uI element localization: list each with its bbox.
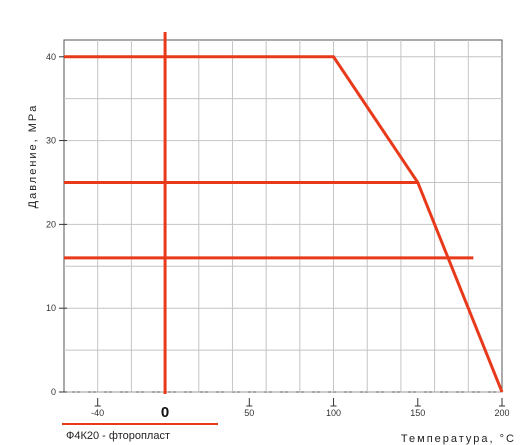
y-axis-ticks: 0 10 20 30 40 (46, 52, 67, 397)
y-tick-label: 40 (46, 52, 56, 62)
x-tick-label: 150 (410, 408, 425, 418)
x-tick-label: 50 (244, 408, 254, 418)
grid-lines (64, 40, 502, 392)
y-axis-title: Давление, MPa (27, 104, 39, 209)
y-tick-label: 10 (46, 303, 56, 313)
series-line-f4k20 (64, 55, 504, 393)
legend-label: Ф4К20 - фторопласт (66, 430, 170, 442)
x-axis-ticks: -40 50 100 150 200 (91, 398, 510, 418)
y-tick-label: 0 (51, 387, 56, 397)
reference-lines (64, 32, 474, 394)
y-tick-label: 20 (46, 219, 56, 229)
x-tick-label: 100 (326, 408, 341, 418)
x-tick-label: 200 (494, 408, 509, 418)
y-tick-label: 30 (46, 136, 56, 146)
x-tick-label: -40 (91, 408, 104, 418)
x-zero-label: 0 (161, 404, 169, 421)
plot-area (63, 39, 503, 393)
x-axis-title: Температура, °C (401, 433, 516, 445)
